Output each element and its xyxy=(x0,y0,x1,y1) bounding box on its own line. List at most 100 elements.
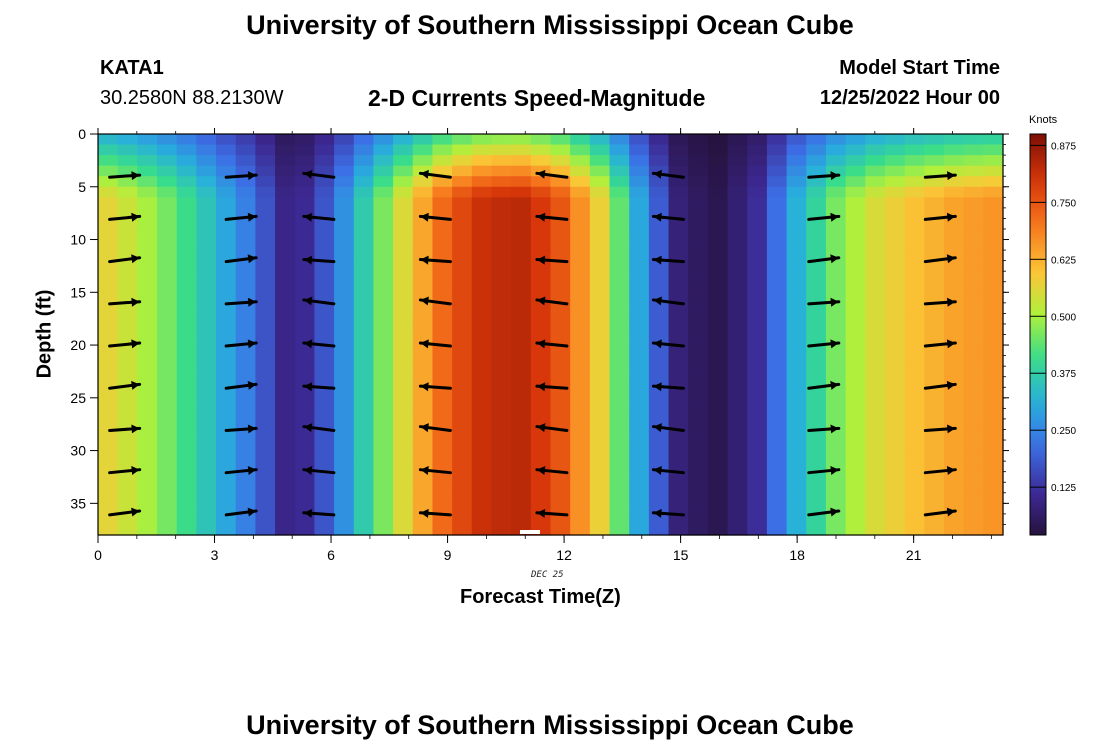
heatmap-cell xyxy=(727,524,748,536)
heatmap-cell xyxy=(707,366,729,378)
heatmap-cell xyxy=(570,323,591,336)
heatmap-cell xyxy=(471,144,493,156)
heatmap-cell xyxy=(373,218,394,230)
heatmap-cell xyxy=(825,492,847,504)
heatmap-cell xyxy=(176,429,197,441)
heatmap-cell xyxy=(943,271,965,283)
heatmap-cell xyxy=(471,334,493,346)
heatmap-cell xyxy=(884,186,906,198)
heatmap-cell xyxy=(668,440,689,452)
heatmap-cell xyxy=(766,218,788,230)
heatmap-cell xyxy=(589,366,611,378)
heatmap-cell xyxy=(570,155,591,167)
current-arrow xyxy=(418,212,452,222)
heatmap-cell xyxy=(452,345,473,357)
heatmap-cell xyxy=(294,134,316,146)
heatmap-cell xyxy=(648,250,670,262)
heatmap-cell xyxy=(412,524,434,536)
heatmap-cell xyxy=(412,492,434,504)
heatmap-cell xyxy=(845,323,866,336)
heatmap-cell xyxy=(904,482,925,494)
heatmap-cell xyxy=(98,376,119,388)
heatmap-cell xyxy=(570,207,591,220)
heatmap-cell xyxy=(412,323,434,336)
heatmap-cell xyxy=(904,503,925,515)
heatmap-cell xyxy=(334,302,355,314)
heatmap-cell xyxy=(648,260,670,272)
heatmap-cell xyxy=(176,440,197,452)
heatmap-cell xyxy=(137,387,158,399)
heatmap-cell xyxy=(707,397,729,409)
heatmap-cell xyxy=(117,302,138,314)
heatmap-cell xyxy=(157,408,178,420)
heatmap-cell xyxy=(845,429,866,441)
heatmap-cell xyxy=(334,408,355,420)
heatmap-cell xyxy=(353,250,375,262)
heatmap-cell xyxy=(825,228,847,241)
heatmap-cell xyxy=(766,397,788,409)
heatmap-cell xyxy=(176,355,197,367)
current-arrow xyxy=(923,297,957,307)
heatmap-cell xyxy=(570,292,591,304)
heatmap-cell xyxy=(963,207,984,220)
heatmap-cell xyxy=(983,387,1004,399)
heatmap-cell xyxy=(530,408,552,420)
heatmap-cell xyxy=(747,524,768,536)
heatmap-cell xyxy=(668,197,689,209)
heatmap-cell xyxy=(373,513,394,526)
y-tick-label: 30 xyxy=(70,443,86,459)
heatmap-cell xyxy=(570,165,591,177)
heatmap-cell xyxy=(196,334,217,346)
heatmap-cell xyxy=(196,418,217,431)
heatmap-cell xyxy=(727,429,748,441)
heatmap-cell xyxy=(216,408,237,420)
heatmap-cell xyxy=(727,450,748,462)
heatmap-cell xyxy=(825,207,847,220)
heatmap-cell xyxy=(275,513,296,526)
heatmap-cell xyxy=(176,250,197,262)
heatmap-cell xyxy=(137,323,158,336)
heatmap-cell xyxy=(589,323,611,336)
heatmap-cell xyxy=(629,207,650,220)
heatmap-cell xyxy=(334,144,355,156)
heatmap-cell xyxy=(609,313,630,325)
heatmap-cell xyxy=(629,503,650,515)
heatmap-cell xyxy=(176,408,197,420)
heatmap-cell xyxy=(943,397,965,409)
heatmap-cell xyxy=(393,250,414,262)
heatmap-cell xyxy=(196,302,217,314)
x-tick-label: 9 xyxy=(444,547,452,563)
heatmap-cell xyxy=(471,471,493,483)
heatmap-cell xyxy=(825,418,847,431)
heatmap-cell xyxy=(747,165,768,177)
heatmap-cell xyxy=(845,197,866,209)
heatmap-cell xyxy=(570,461,591,473)
heatmap-cell xyxy=(275,292,296,304)
heatmap-cell xyxy=(255,450,276,462)
heatmap-cell xyxy=(511,513,532,526)
heatmap-cell xyxy=(137,418,158,431)
heatmap-cell xyxy=(884,429,906,441)
heatmap-cell xyxy=(334,250,355,262)
heatmap-cell xyxy=(235,197,256,209)
heatmap-cell xyxy=(963,313,984,325)
heatmap-cell xyxy=(432,524,453,536)
heatmap-cell xyxy=(235,313,256,325)
heatmap-cell xyxy=(137,134,158,146)
heatmap-cell xyxy=(275,345,296,357)
heatmap-cell xyxy=(727,292,748,304)
heatmap-cell xyxy=(471,323,493,336)
heatmap-cell xyxy=(825,513,847,526)
heatmap-cell xyxy=(963,345,984,357)
heatmap-cell xyxy=(806,302,827,314)
heatmap-cell xyxy=(255,197,276,209)
heatmap-cell xyxy=(353,323,375,336)
heatmap-cell xyxy=(393,228,414,241)
heatmap-cell xyxy=(412,513,434,526)
heatmap-cell xyxy=(216,239,237,251)
heatmap-cell xyxy=(176,323,197,336)
current-arrow xyxy=(923,212,957,222)
heatmap-cell xyxy=(648,524,670,536)
heatmap-cell xyxy=(668,165,689,177)
heatmap-cell xyxy=(570,197,591,209)
